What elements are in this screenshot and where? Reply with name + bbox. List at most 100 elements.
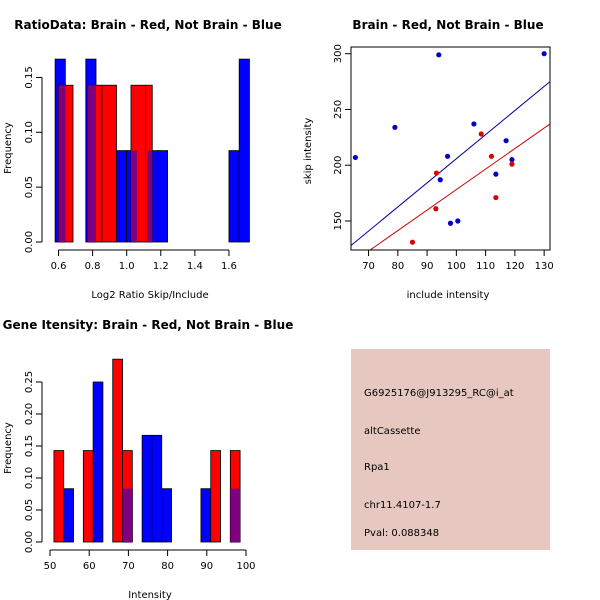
intensity-bar-brain <box>82 450 94 543</box>
brain-point <box>433 170 440 176</box>
not-brain-point <box>471 121 477 127</box>
intensity-bar-not-brain <box>63 488 74 543</box>
scatter-chart-title: Brain - Red, Not Brain - Blue <box>352 18 543 32</box>
intensity-bar-not-brain <box>151 434 163 543</box>
scatter-frame-rect <box>350 46 551 251</box>
not-brain-point <box>509 157 515 163</box>
ratio-bar-not-brain <box>228 150 240 243</box>
not-brain-point <box>436 52 442 58</box>
ratio-y-tick-label: 0.15 <box>24 66 35 88</box>
scatter-y-tick-label: 150 <box>333 211 344 230</box>
pval-text: Pval: 0.088348 <box>364 528 439 539</box>
info-box-background <box>351 349 550 550</box>
scatter-y-tick-label: 200 <box>333 156 344 175</box>
ratio-y-tick-label: 0.05 <box>24 176 35 198</box>
brain-point <box>488 153 495 159</box>
intensity-y-tick-label: 0.20 <box>24 403 35 425</box>
intensity-chart-title: Gene Itensity: Brain - Red, Not Brain - … <box>3 318 294 332</box>
not-brain-point <box>444 153 451 159</box>
intensity-bar-not-brain <box>200 488 212 543</box>
ratio-bar-overlap <box>147 150 153 242</box>
intensity-y-tick-label: 0.25 <box>24 371 35 393</box>
scatter-x-tick-label: 100 <box>447 261 466 272</box>
intensity-bar-not-brain <box>92 381 104 543</box>
event-type-text: altCassette <box>364 426 421 437</box>
not-brain-point <box>392 124 398 130</box>
ratio-x-tick-label: 1.0 <box>119 261 135 272</box>
intensity-y-tick-label: 0.00 <box>24 531 35 553</box>
scatter-panel: Brain - Red, Not Brain - Blue include in… <box>303 18 554 301</box>
info-panel: G6925176@J913295_RC@i_at altCassette Rpa… <box>351 349 550 550</box>
intensity-x-tick-label: 70 <box>122 561 135 572</box>
intensity-bar-not-brain <box>161 488 172 543</box>
intensity-bar-not-brain <box>141 434 153 543</box>
intensity-bar-brain <box>210 450 221 543</box>
location-text: chr11.4107-1.7 <box>364 500 441 511</box>
ratio-x-tick-label: 0.6 <box>51 261 67 272</box>
intensity-x-tick-label: 80 <box>161 561 174 572</box>
intensity-x-tick-label: 100 <box>236 561 255 572</box>
scatter-plot-frame <box>350 46 551 251</box>
scatter-x-tick-label: 110 <box>476 261 495 272</box>
brain-point <box>509 161 515 167</box>
scatter-x-tick-label: 130 <box>535 261 554 272</box>
ratio-bar-overlap <box>58 85 66 242</box>
scatter-y-axis-label: skip intensity <box>303 118 314 185</box>
ratio-bar-not-brain <box>116 150 128 243</box>
ratio-x-axis-label: Log2 Ratio Skip/Include <box>91 290 208 301</box>
ratio-y-tick-label: 0.10 <box>24 121 35 143</box>
brain-point <box>493 194 499 201</box>
ratio-x-tick-label: 1.4 <box>187 261 203 272</box>
scatter-x-tick-label: 80 <box>391 261 404 272</box>
intensity-x-tick-label: 90 <box>200 561 213 572</box>
scatter-y-tick-label: 250 <box>333 100 344 119</box>
not-brain-point <box>437 177 443 183</box>
brain-point <box>478 131 484 137</box>
ratio-bar-brain <box>101 84 117 243</box>
not-brain-point <box>447 220 454 226</box>
ratio-histogram-panel: RatioData: Brain - Red, Not Brain - Blue… <box>3 18 282 301</box>
intensity-y-tick-label: 0.15 <box>24 435 35 457</box>
brain-point <box>409 239 416 245</box>
ratio-bar-overlap <box>130 150 137 242</box>
intensity-x-tick-label: 60 <box>83 561 96 572</box>
scatter-x-tick-label: 70 <box>362 261 375 272</box>
not-brain-point <box>541 51 547 57</box>
probe-id-text: G6925176@J913295_RC@i_at <box>364 388 514 399</box>
ratio-x-tick-label: 1.6 <box>221 261 237 272</box>
ratio-chart-title: RatioData: Brain - Red, Not Brain - Blue <box>14 18 281 32</box>
ratio-bar-not-brain <box>238 58 250 243</box>
intensity-bar-overlap <box>122 488 133 542</box>
not-brain-point <box>503 138 509 144</box>
ratio-x-tick-label: 0.8 <box>85 261 101 272</box>
not-brain-point <box>493 171 499 177</box>
scatter-axes: 70 80 90 100 110 120 130 150 200 250 300 <box>333 44 554 272</box>
ratio-y-tick-label: 0.00 <box>24 231 35 253</box>
intensity-x-tick-label: 50 <box>44 561 57 572</box>
intensity-bar-overlap <box>230 488 241 542</box>
gene-name-text: Rpa1 <box>364 462 390 473</box>
intensity-histogram-panel: Gene Itensity: Brain - Red, Not Brain - … <box>3 318 294 600</box>
not-brain-regression-line <box>351 81 550 246</box>
scatter-marks <box>351 51 550 250</box>
not-brain-point <box>455 218 461 224</box>
intensity-bars <box>53 358 241 543</box>
brain-point <box>433 206 439 212</box>
intensity-bar-brain <box>112 358 123 543</box>
ratio-y-axis-label: Frequency <box>3 122 14 174</box>
intensity-bar-brain <box>53 450 65 543</box>
scatter-x-tick-label: 90 <box>421 261 434 272</box>
ratio-axes: 0.6 0.8 1.0 1.2 1.4 1.6 0.00 0.05 0.10 0.15 <box>24 66 237 272</box>
ratio-bar-not-brain <box>156 150 169 243</box>
intensity-x-axis-label: Intensity <box>128 590 172 600</box>
intensity-axes: 50 60 70 80 90 100 0.00 0.05 0.10 0.15 0.20 0.25 <box>24 371 256 572</box>
ratio-bars <box>54 58 250 243</box>
brain-regression-line <box>369 123 550 250</box>
not-brain-point <box>352 154 358 161</box>
intensity-y-axis-label: Frequency <box>3 422 14 474</box>
scatter-x-tick-label: 120 <box>505 261 524 272</box>
intensity-y-tick-label: 0.10 <box>24 467 35 489</box>
ratio-bar-overlap <box>87 85 97 242</box>
scatter-y-tick-label: 300 <box>333 44 344 63</box>
